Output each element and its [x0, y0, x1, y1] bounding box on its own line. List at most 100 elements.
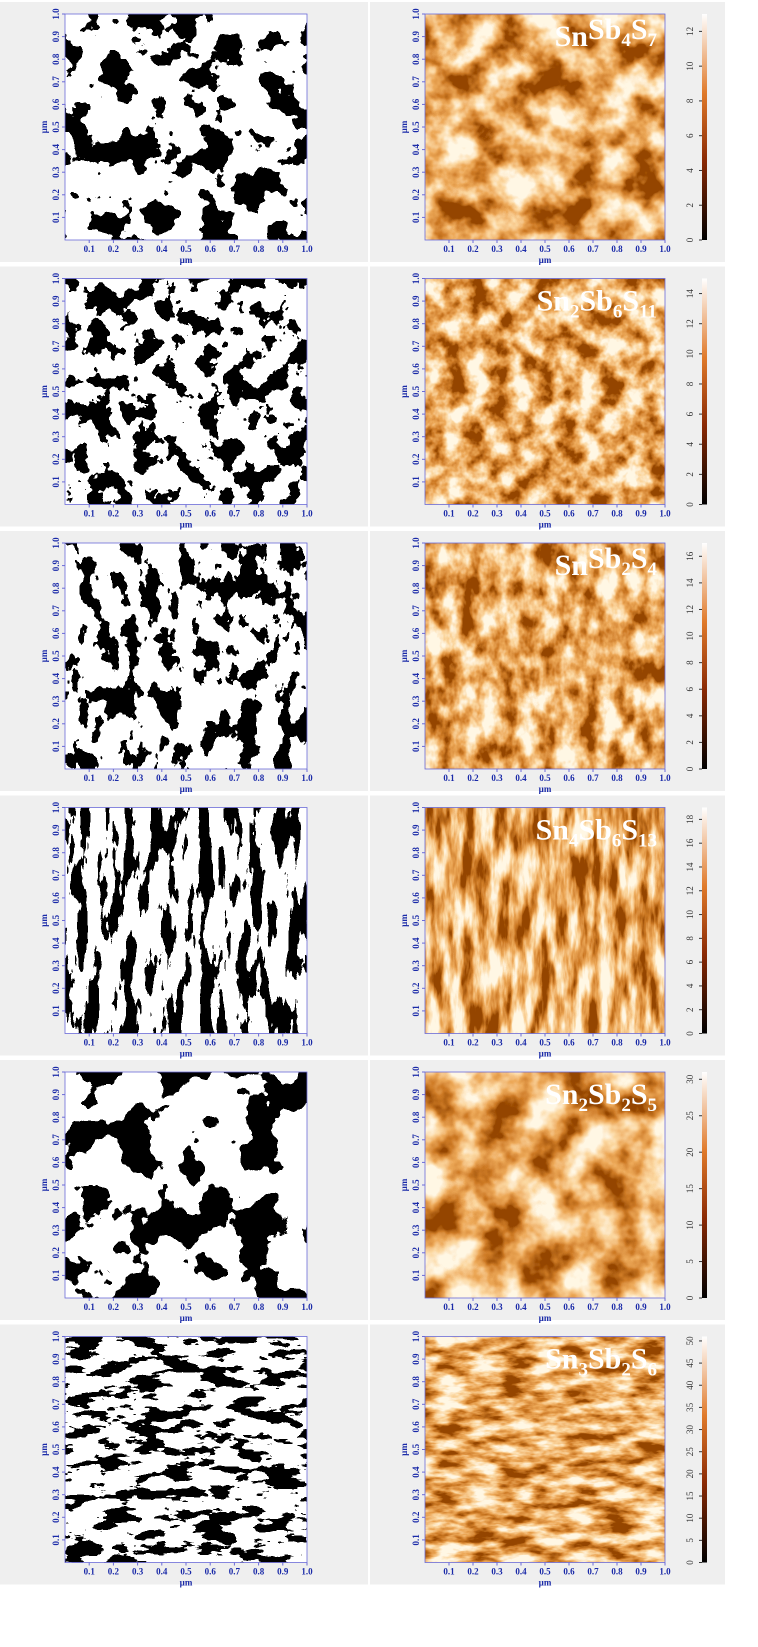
formula-subscript: 4: [569, 831, 579, 852]
x-tick-label: 0.4: [156, 1567, 168, 1577]
formula-subscript: 2: [621, 1095, 631, 1116]
y-tick-label: 0.9: [51, 559, 61, 571]
colorbar-tick-label: 8: [685, 381, 695, 386]
y-tick-label: 0.6: [51, 363, 61, 375]
colorbar-tick-label: 6: [685, 959, 695, 964]
y-tick-label: 0.3: [411, 166, 421, 178]
y-tick-label: 0.3: [51, 166, 61, 178]
binary-map: [65, 1072, 307, 1298]
y-tick-label: 0.6: [51, 892, 61, 904]
colorbar-tick-label: 0: [685, 1031, 695, 1036]
y-axis-label: µm: [39, 120, 49, 133]
x-tick-label: 1.0: [659, 1038, 671, 1048]
x-tick-label: 0.7: [229, 1302, 241, 1312]
x-tick-label: 0.1: [84, 1302, 96, 1312]
y-tick-label: 0.7: [411, 76, 421, 88]
y-tick-label: 0.7: [51, 1134, 61, 1146]
x-tick-label: 0.4: [515, 1567, 527, 1577]
colorbar-tick-label: 12: [685, 27, 695, 36]
y-tick-label: 0.1: [51, 1534, 61, 1546]
colorbar-tick-label: 5: [685, 1259, 695, 1264]
x-tick-label: 0.7: [587, 244, 599, 254]
formula-element: S: [631, 542, 648, 575]
y-tick-label: 0.8: [51, 318, 61, 330]
y-tick-label: 0.2: [51, 189, 61, 201]
x-tick-label: 0.9: [277, 773, 289, 783]
colorbar-tick-label: 14: [685, 289, 695, 299]
colorbar-tick-label: 20: [685, 1469, 695, 1479]
y-tick-label: 1.0: [411, 8, 421, 20]
colorbar-tick-label: 10: [685, 631, 695, 641]
y-tick-label: 0.5: [411, 650, 421, 662]
x-tick-label: 1.0: [301, 773, 313, 783]
x-tick-label: 0.3: [491, 1567, 503, 1577]
colorbar-tick-label: 15: [685, 1184, 695, 1194]
colorbar-tick-label: 20: [685, 1147, 695, 1157]
formula-element: Sn: [537, 285, 571, 318]
colorbar-tick-label: 35: [685, 1402, 695, 1412]
y-tick-label: 0.1: [411, 1005, 421, 1017]
colorbar-tick-label: 15: [685, 1491, 695, 1501]
x-tick-label: 0.1: [84, 1038, 96, 1048]
x-tick-label: 0.4: [515, 773, 527, 783]
x-tick-label: 0.3: [491, 1302, 503, 1312]
formula-subscript: 13: [638, 831, 657, 852]
x-tick-label: 0.6: [563, 244, 575, 254]
colorbar-tick-label: 16: [685, 551, 695, 561]
y-tick-label: 0.4: [51, 1466, 61, 1478]
x-tick-label: 0.3: [132, 1302, 144, 1312]
y-tick-label: 0.9: [411, 559, 421, 571]
x-axis-label: µm: [180, 1313, 193, 1323]
y-tick-label: 0.2: [51, 1247, 61, 1259]
formula-element: S: [631, 1343, 648, 1376]
y-tick-label: 0.9: [411, 824, 421, 836]
y-tick-label: 0.5: [51, 385, 61, 397]
y-tick-label: 0.2: [411, 189, 421, 201]
y-tick-label: 0.9: [51, 30, 61, 42]
x-tick-label: 0.4: [515, 509, 527, 519]
height-map: [425, 543, 665, 769]
x-tick-label: 0.6: [205, 1302, 217, 1312]
y-tick-label: 0.8: [51, 1376, 61, 1388]
colorbar-tick-label: 10: [685, 349, 695, 359]
colorbar-tick-label: 4: [685, 983, 695, 988]
x-tick-label: 0.3: [491, 244, 503, 254]
x-tick-label: 0.2: [108, 244, 120, 254]
y-tick-label: 0.4: [411, 937, 421, 949]
x-tick-label: 0.4: [156, 1038, 168, 1048]
y-tick-label: 0.9: [411, 1353, 421, 1365]
y-tick-label: 0.1: [51, 211, 61, 223]
colorbar-tick-label: 4: [685, 441, 695, 446]
y-tick-label: 0.1: [51, 1005, 61, 1017]
x-tick-label: 1.0: [301, 509, 313, 519]
x-tick-label: 0.1: [443, 1567, 455, 1577]
x-tick-label: 0.4: [515, 1302, 527, 1312]
x-axis-label: µm: [539, 1049, 552, 1059]
y-tick-label: 0.6: [51, 1156, 61, 1168]
y-tick-label: 0.7: [411, 605, 421, 617]
x-tick-label: 0.1: [443, 1038, 455, 1048]
x-tick-label: 0.6: [205, 244, 217, 254]
x-tick-label: 0.8: [253, 509, 265, 519]
colorbar-tick-label: 4: [685, 713, 695, 718]
colorbar-tick-label: 0: [685, 237, 695, 242]
colorbar-tick-label: 8: [685, 936, 695, 941]
x-tick-label: 0.3: [132, 244, 144, 254]
y-tick-label: 0.5: [51, 650, 61, 662]
x-tick-label: 0.5: [539, 1567, 551, 1577]
y-tick-label: 0.9: [411, 1088, 421, 1100]
x-tick-label: 0.7: [229, 509, 241, 519]
x-tick-label: 0.6: [205, 1038, 217, 1048]
y-tick-label: 0.6: [411, 98, 421, 110]
binary-map: [65, 807, 307, 1034]
x-axis-label: µm: [539, 1313, 552, 1323]
colorbar-tick-label: 14: [685, 862, 695, 872]
colorbar-tick-label: 4: [685, 168, 695, 173]
colorbar-tick-label: 5: [685, 1538, 695, 1543]
y-tick-label: 1.0: [411, 1330, 421, 1342]
x-tick-label: 0.7: [587, 1038, 599, 1048]
x-axis-label: µm: [180, 1578, 193, 1588]
y-tick-label: 0.7: [411, 1134, 421, 1146]
x-tick-label: 0.8: [611, 1302, 623, 1312]
colorbar-tick-label: 2: [685, 740, 695, 745]
